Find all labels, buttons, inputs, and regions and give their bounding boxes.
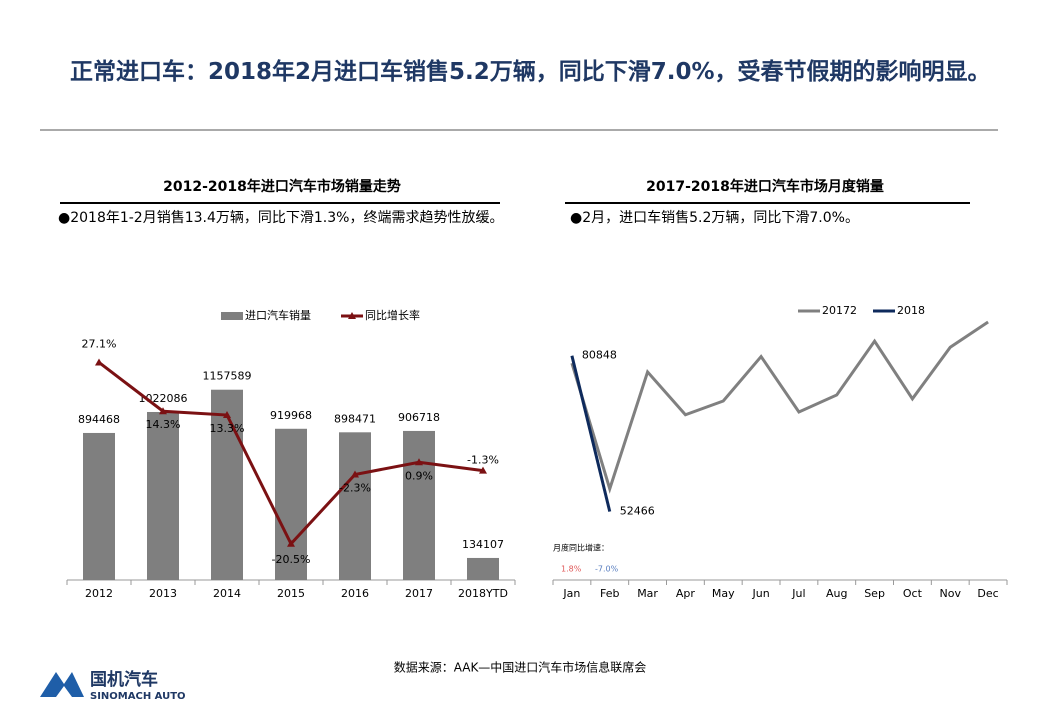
data-label: -1.3% xyxy=(467,454,499,467)
point-marker xyxy=(287,539,295,547)
x-tick-label: 2015 xyxy=(277,587,305,600)
data-label: 898471 xyxy=(334,412,376,425)
bar xyxy=(403,430,435,580)
data-label: 0.9% xyxy=(405,469,433,482)
data-label: 894468 xyxy=(78,413,120,426)
x-tick-label: 2016 xyxy=(341,587,369,600)
point-marker xyxy=(223,411,231,419)
data-label: 1157589 xyxy=(203,370,252,383)
legend-marker xyxy=(348,312,356,319)
point-marker xyxy=(415,458,423,466)
x-tick-label: 2012 xyxy=(85,587,113,600)
annotation: -7.0% xyxy=(595,565,619,574)
bar xyxy=(275,428,307,580)
bar xyxy=(83,432,115,580)
x-tick-label: Jan xyxy=(562,587,580,600)
data-label: 14.3% xyxy=(146,418,181,431)
legend-swatch xyxy=(221,312,243,320)
data-label: 919968 xyxy=(270,409,312,422)
subtitle-text: 2018年1-2月销售13.4万辆，同比下滑1.3%，终端需求趋势性放缓。 xyxy=(70,210,504,226)
chart-title: 2017-2018年进口汽车市场月度销量 xyxy=(646,178,884,195)
x-tick-label: Aug xyxy=(826,587,847,600)
legend-label: 同比增长率 xyxy=(365,308,420,322)
point-marker xyxy=(159,407,167,415)
bullet: ● xyxy=(570,210,583,226)
annotation: 1.8% xyxy=(561,565,582,574)
slide-title: 正常进口车：2018年2月进口车销售5.2万辆，同比下滑7.0%，受春节假期的影… xyxy=(70,59,991,85)
chart-title: 2012-2018年进口汽车市场销量走势 xyxy=(163,178,401,195)
source: 数据来源：AAK—中国进口汽车市场信息联席会 xyxy=(394,660,647,675)
x-tick-label: Jul xyxy=(791,587,805,600)
x-tick-label: 2017 xyxy=(405,587,433,600)
x-tick-label: Jun xyxy=(751,587,769,600)
x-tick-label: 2014 xyxy=(213,587,241,600)
x-tick-label: May xyxy=(712,587,735,600)
logo-icon xyxy=(40,672,84,697)
legend-label: 20172 xyxy=(822,304,857,317)
x-tick-label: Sep xyxy=(864,587,885,600)
x-tick-label: Feb xyxy=(600,587,619,600)
data-label: 52466 xyxy=(620,505,655,518)
x-tick-label: 2013 xyxy=(149,587,177,600)
x-tick-label: 2018YTD xyxy=(458,587,508,600)
annotation: 月度同比增速： xyxy=(553,543,609,553)
point-marker xyxy=(95,358,103,366)
data-label: 80848 xyxy=(582,349,617,362)
data-label: 13.3% xyxy=(210,422,245,435)
data-label: 134107 xyxy=(462,538,504,551)
subtitle-text: 2月，进口车销售5.2万辆，同比下滑7.0%。 xyxy=(582,210,859,226)
x-tick-label: Mar xyxy=(637,587,658,600)
bar xyxy=(339,432,371,580)
x-tick-label: Apr xyxy=(676,587,696,600)
x-tick-label: Nov xyxy=(940,587,962,600)
chart-subtitle: ●2月，进口车销售5.2万辆，同比下滑7.0%。 xyxy=(570,208,990,228)
x-tick-label: Dec xyxy=(977,587,998,600)
data-label: -2.3% xyxy=(339,481,371,494)
data-label: 27.1% xyxy=(82,337,117,350)
bar xyxy=(147,411,179,580)
logo-name: 国机汽车 xyxy=(90,669,158,690)
legend-label: 进口汽车销量 xyxy=(245,308,311,322)
point-marker xyxy=(351,470,359,478)
logo-subname: SINOMACH AUTO xyxy=(90,691,186,702)
legend-label: 2018 xyxy=(897,304,925,317)
bullet: ● xyxy=(58,210,71,226)
data-label: 906718 xyxy=(398,411,440,424)
data-label: -20.5% xyxy=(272,553,311,566)
point-marker xyxy=(479,466,487,474)
series-line xyxy=(570,320,989,494)
bar xyxy=(211,389,243,580)
x-tick-label: Oct xyxy=(903,587,923,600)
chart-subtitle: ●2018年1-2月销售13.4万辆，同比下滑1.3%，终端需求趋势性放缓。 xyxy=(58,208,528,228)
bar xyxy=(467,557,499,580)
series-line xyxy=(570,355,612,512)
